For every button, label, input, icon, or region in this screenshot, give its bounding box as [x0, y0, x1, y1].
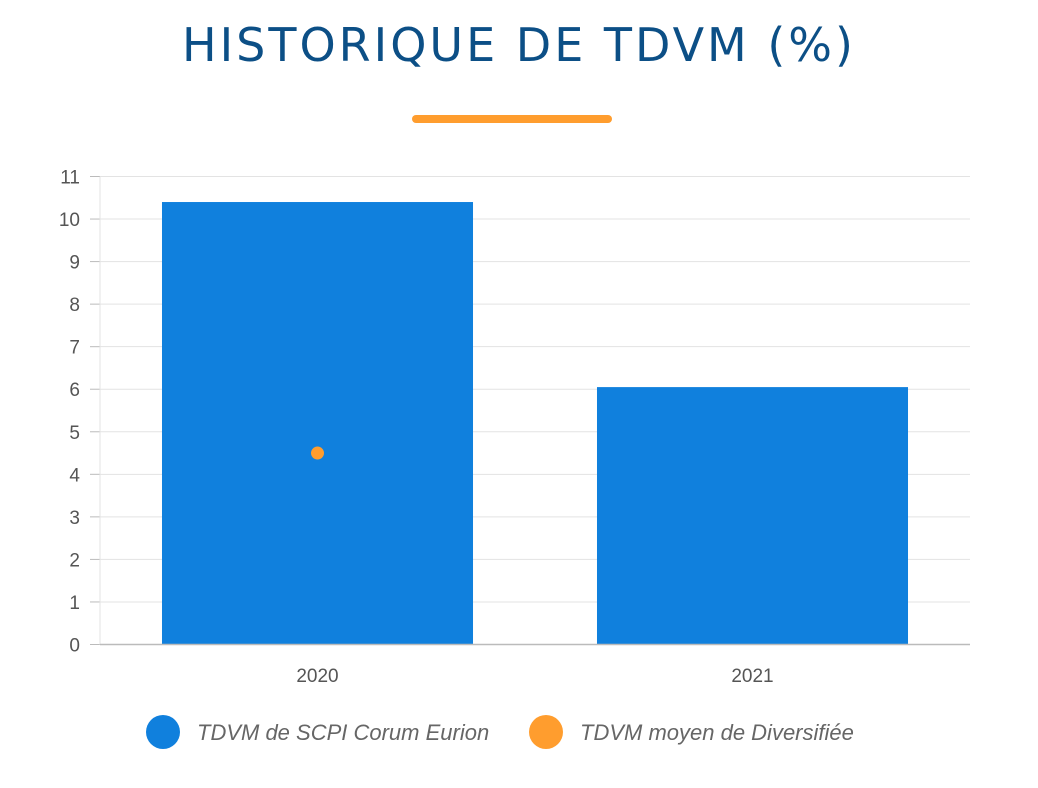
y-tick-label: 11: [60, 168, 80, 189]
title-underline: [412, 115, 612, 123]
point-2020[interactable]: [311, 446, 324, 460]
bar-2020[interactable]: [161, 202, 474, 645]
y-tick-label: 10: [59, 210, 80, 231]
legend-label: TDVM de SCPI Corum Eurion: [197, 720, 489, 745]
axes: 0 1 2 3 4 5 6 7 8 9 10 11 2020 2021: [59, 168, 970, 687]
x-tick-label: 2021: [731, 666, 773, 687]
page-title: HISTORIQUE DE TDVM (%): [182, 18, 856, 72]
y-tick-label: 5: [69, 423, 80, 444]
legend-label: TDVM moyen de Diversifiée: [580, 720, 854, 745]
legend-marker: [146, 715, 180, 749]
legend: TDVM de SCPI Corum Eurion TDVM moyen de D…: [146, 715, 854, 749]
y-tick-label: 8: [69, 295, 80, 316]
y-tick-label: 3: [69, 508, 80, 529]
legend-marker: [529, 715, 563, 749]
x-tick-label: 2020: [296, 666, 338, 687]
y-tick-label: 1: [69, 593, 80, 614]
y-tick-label: 2: [69, 550, 80, 571]
bars: [161, 202, 909, 645]
y-tick-label: 4: [69, 465, 80, 486]
bar-2021[interactable]: [596, 387, 909, 645]
legend-item-0[interactable]: TDVM de SCPI Corum Eurion: [146, 715, 489, 749]
y-tick-label: 0: [69, 636, 80, 657]
y-tick-label: 9: [69, 253, 80, 274]
points: [311, 446, 324, 460]
y-tick-label: 6: [69, 380, 80, 401]
legend-item-1[interactable]: TDVM moyen de Diversifiée: [529, 715, 854, 749]
y-tick-label: 7: [69, 338, 80, 359]
